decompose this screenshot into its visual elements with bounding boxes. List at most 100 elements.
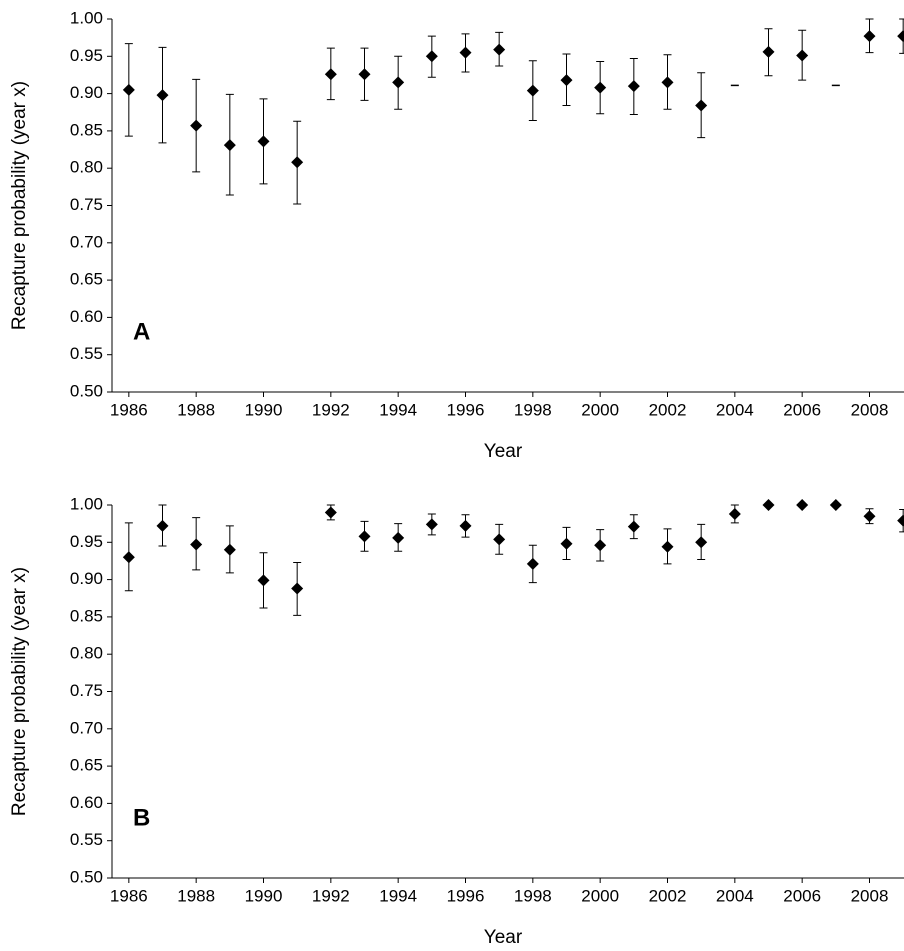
y-tick-label: 0.70 xyxy=(70,232,103,251)
x-tick-label: 2002 xyxy=(649,400,687,419)
x-tick-label: 2004 xyxy=(716,886,754,905)
marker xyxy=(392,76,405,89)
y-tick-label: 0.65 xyxy=(70,270,103,289)
marker xyxy=(493,43,506,56)
x-axis-title: Year xyxy=(484,927,523,948)
x-tick-label: 2000 xyxy=(581,400,619,419)
marker xyxy=(459,46,472,59)
x-tick-label: 2000 xyxy=(581,886,619,905)
y-tick-label: 0.90 xyxy=(70,569,103,588)
y-tick-label: 0.50 xyxy=(70,867,103,886)
x-tick-label: 2004 xyxy=(716,400,754,419)
marker xyxy=(190,538,203,551)
marker xyxy=(257,135,270,148)
x-tick-label: 1996 xyxy=(447,400,485,419)
marker xyxy=(291,582,304,595)
panel-label: B xyxy=(133,804,150,831)
marker xyxy=(897,514,904,527)
y-tick-label: 0.50 xyxy=(70,381,103,400)
marker xyxy=(291,156,304,169)
marker xyxy=(156,519,169,532)
x-tick-label: 2002 xyxy=(649,886,687,905)
y-tick-label: 0.65 xyxy=(70,756,103,775)
marker xyxy=(560,537,573,550)
marker xyxy=(728,507,741,520)
marker xyxy=(762,45,775,58)
y-tick-label: 0.60 xyxy=(70,307,103,326)
x-tick-label: 2008 xyxy=(851,400,889,419)
y-tick-label: 0.75 xyxy=(70,681,103,700)
marker xyxy=(425,518,438,531)
y-tick-label: 0.55 xyxy=(70,830,103,849)
marker xyxy=(190,119,203,132)
x-tick-label: 1996 xyxy=(447,886,485,905)
y-tick-label: 0.55 xyxy=(70,344,103,363)
x-tick-label: 1988 xyxy=(177,886,215,905)
x-tick-label: 2006 xyxy=(783,886,821,905)
marker xyxy=(526,84,539,97)
marker xyxy=(796,49,809,62)
marker xyxy=(695,99,708,112)
x-tick-label: 1990 xyxy=(245,400,283,419)
x-tick-label: 1994 xyxy=(379,400,417,419)
x-tick-label: 1992 xyxy=(312,400,350,419)
y-axis-title: Recapture probability (year x) xyxy=(9,567,30,816)
x-tick-label: 1990 xyxy=(245,886,283,905)
marker xyxy=(493,533,506,546)
x-tick-label: 2006 xyxy=(783,400,821,419)
marker xyxy=(425,50,438,63)
x-tick-label: 1998 xyxy=(514,886,552,905)
x-tick-label: 1994 xyxy=(379,886,417,905)
marker xyxy=(223,543,236,556)
y-tick-label: 0.95 xyxy=(70,46,103,65)
y-tick-label: 1.00 xyxy=(70,8,103,27)
y-tick-label: 0.95 xyxy=(70,532,103,551)
marker xyxy=(560,74,573,87)
marker xyxy=(122,83,135,96)
x-tick-label: 1986 xyxy=(110,886,148,905)
marker xyxy=(526,557,539,570)
x-tick-label: 1992 xyxy=(312,886,350,905)
y-tick-label: 0.85 xyxy=(70,120,103,139)
marker xyxy=(358,530,371,543)
y-tick-label: 0.60 xyxy=(70,793,103,812)
y-tick-label: 0.70 xyxy=(70,718,103,737)
x-axis-title: Year xyxy=(484,441,523,462)
y-tick-label: 0.80 xyxy=(70,644,103,663)
marker xyxy=(661,540,674,553)
y-tick-label: 0.75 xyxy=(70,195,103,214)
marker xyxy=(358,68,371,81)
x-tick-label: 2008 xyxy=(851,886,889,905)
marker xyxy=(156,89,169,102)
y-tick-label: 0.90 xyxy=(70,83,103,102)
marker xyxy=(594,81,607,94)
marker xyxy=(897,30,904,43)
marker xyxy=(223,139,236,152)
x-tick-label: 1988 xyxy=(177,400,215,419)
y-tick-label: 1.00 xyxy=(70,494,103,513)
y-tick-label: 0.80 xyxy=(70,158,103,177)
x-tick-label: 1998 xyxy=(514,400,552,419)
marker xyxy=(863,510,876,523)
y-tick-label: 0.85 xyxy=(70,606,103,625)
marker xyxy=(661,76,674,89)
x-tick-label: 1986 xyxy=(110,400,148,419)
marker xyxy=(762,499,775,511)
marker xyxy=(122,551,135,564)
marker xyxy=(863,30,876,43)
marker xyxy=(324,68,337,81)
marker xyxy=(829,499,842,511)
marker xyxy=(257,574,270,587)
marker xyxy=(459,519,472,532)
marker xyxy=(627,80,640,93)
marker xyxy=(594,539,607,552)
y-axis-title: Recapture probability (year x) xyxy=(9,81,30,330)
marker xyxy=(695,536,708,549)
marker xyxy=(392,531,405,544)
marker xyxy=(324,506,337,519)
panel-label: A xyxy=(133,318,150,345)
marker xyxy=(627,520,640,533)
marker xyxy=(796,499,809,511)
